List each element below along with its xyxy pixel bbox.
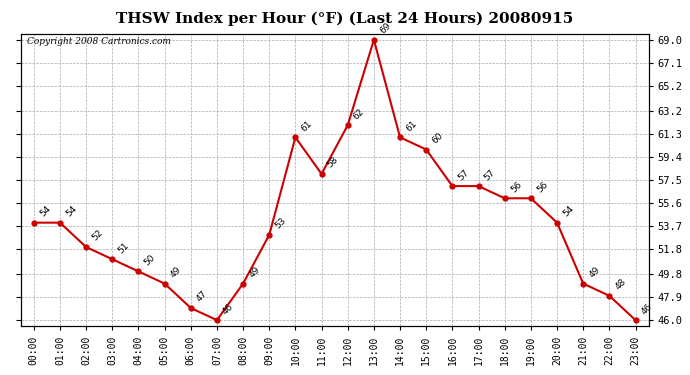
Text: THSW Index per Hour (°F) (Last 24 Hours) 20080915: THSW Index per Hour (°F) (Last 24 Hours)… [117, 11, 573, 26]
Text: 54: 54 [38, 204, 52, 219]
Text: 47: 47 [195, 290, 209, 304]
Text: 69: 69 [378, 21, 393, 36]
Text: 50: 50 [143, 253, 157, 267]
Text: 49: 49 [169, 265, 183, 279]
Text: 57: 57 [457, 167, 471, 182]
Text: 61: 61 [299, 118, 314, 133]
Text: 57: 57 [483, 167, 497, 182]
Text: 54: 54 [64, 204, 79, 219]
Text: 46: 46 [640, 302, 654, 316]
Text: 61: 61 [404, 118, 419, 133]
Text: 53: 53 [273, 216, 288, 231]
Text: 46: 46 [221, 302, 235, 316]
Text: 56: 56 [535, 180, 549, 194]
Text: 51: 51 [117, 240, 131, 255]
Text: 60: 60 [431, 131, 445, 146]
Text: 62: 62 [352, 106, 366, 121]
Text: 49: 49 [587, 265, 602, 279]
Text: 58: 58 [326, 155, 340, 170]
Text: 54: 54 [561, 204, 575, 219]
Text: Copyright 2008 Cartronics.com: Copyright 2008 Cartronics.com [27, 37, 171, 46]
Text: 52: 52 [90, 228, 105, 243]
Text: 56: 56 [509, 180, 524, 194]
Text: 48: 48 [613, 277, 628, 292]
Text: 49: 49 [247, 265, 262, 279]
